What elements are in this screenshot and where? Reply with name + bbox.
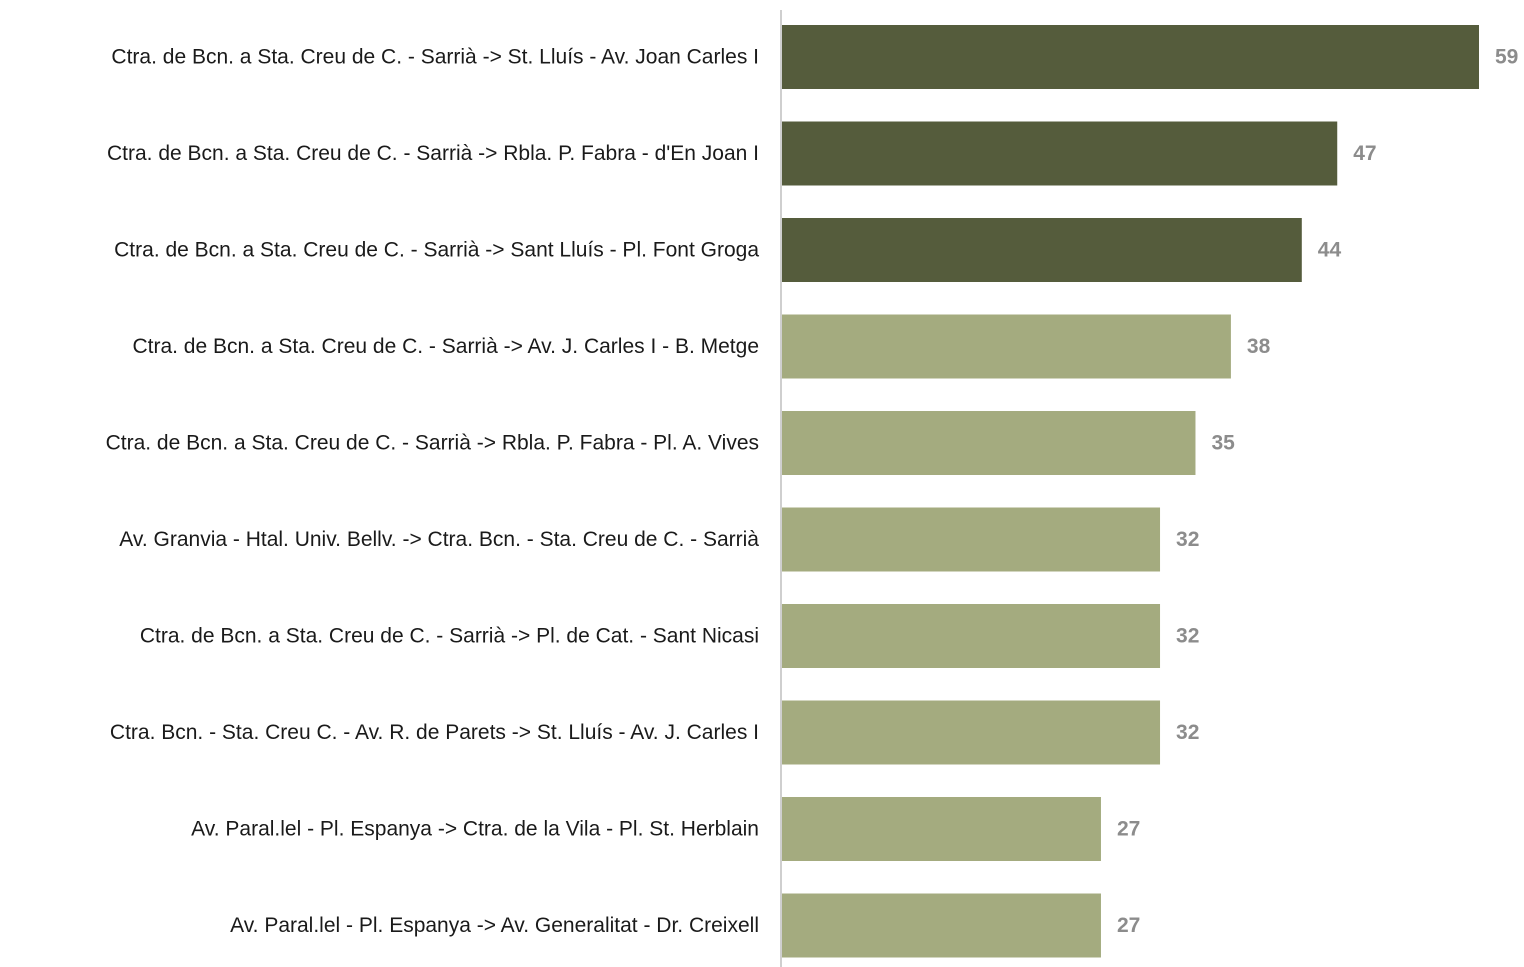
value-label-8: 32 [1176,721,1199,744]
category-label-3: Ctra. de Bcn. a Sta. Creu de C. - Sarrià… [114,239,759,262]
value-label-2: 47 [1353,142,1376,165]
category-label-5: Ctra. de Bcn. a Sta. Creu de C. - Sarrià… [106,432,759,455]
bar-6 [782,507,1161,572]
bar-8 [782,700,1161,765]
value-label-1: 59 [1495,46,1518,69]
bars-group [782,25,1479,958]
category-label-4: Ctra. de Bcn. a Sta. Creu de C. - Sarrià… [132,335,759,358]
value-label-9: 27 [1117,818,1140,841]
value-label-4: 38 [1247,335,1271,358]
value-label-6: 32 [1176,528,1199,551]
value-label-7: 32 [1176,625,1199,648]
value-label-5: 35 [1211,432,1235,455]
bar-4 [782,314,1231,379]
category-label-1: Ctra. de Bcn. a Sta. Creu de C. - Sarrià… [111,46,759,69]
category-label-2: Ctra. de Bcn. a Sta. Creu de C. - Sarrià… [107,142,759,165]
bar-3 [782,218,1302,282]
value-label-3: 44 [1318,239,1342,262]
bar-5 [782,411,1196,475]
value-label-10: 27 [1117,914,1140,937]
category-label-10: Av. Paral.lel - Pl. Espanya -> Av. Gener… [230,914,759,937]
category-label-9: Av. Paral.lel - Pl. Espanya -> Ctra. de … [191,818,759,841]
bar-2 [782,121,1338,186]
bar-9 [782,797,1101,861]
category-label-7: Ctra. de Bcn. a Sta. Creu de C. - Sarrià… [140,625,759,648]
value-labels: 59 47 44 38 35 32 32 32 27 27 [1117,46,1518,938]
category-label-6: Av. Granvia - Htal. Univ. Bellv. -> Ctra… [119,528,759,551]
bar-7 [782,604,1161,668]
category-labels: Ctra. de Bcn. a Sta. Creu de C. - Sarrià… [106,46,760,938]
bar-1 [782,25,1479,89]
category-label-8: Ctra. Bcn. - Sta. Creu C. - Av. R. de Pa… [110,721,759,744]
bar-10 [782,893,1101,958]
